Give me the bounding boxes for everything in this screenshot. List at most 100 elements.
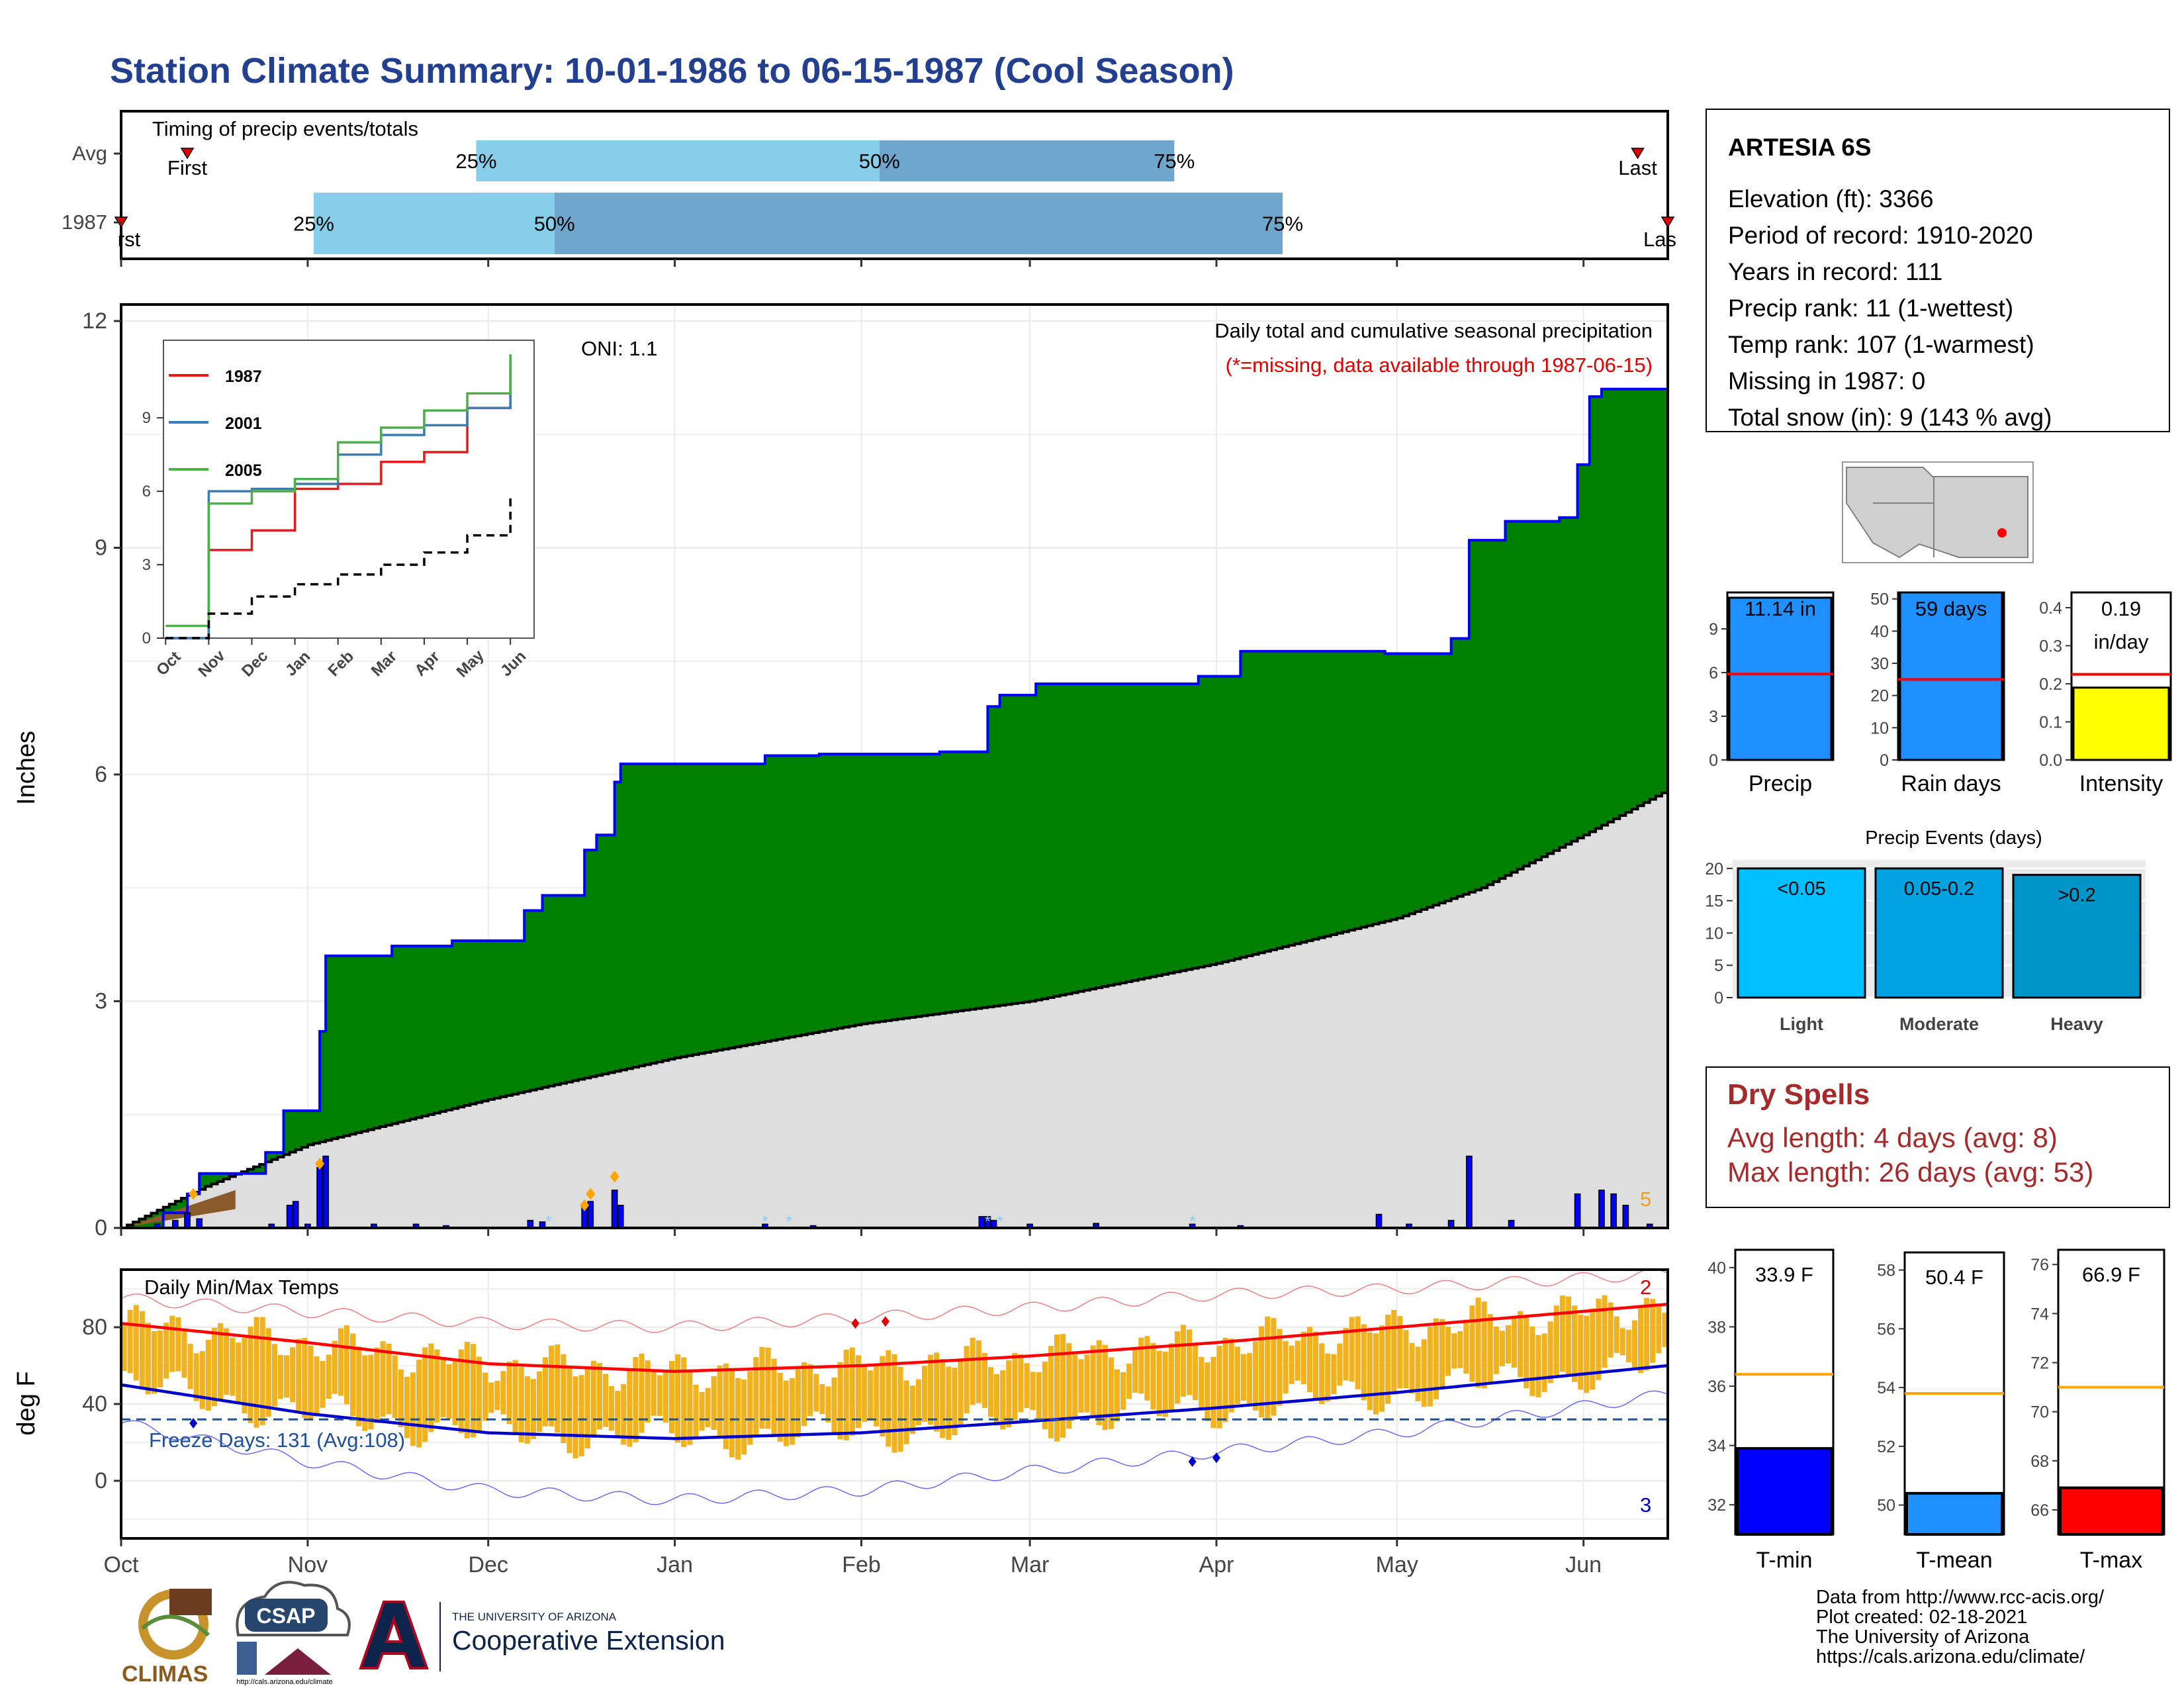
precip-y-axis: 0 3 6 9 12 (82, 308, 1585, 1241)
summary-tick-label: 0 (1709, 751, 1718, 770)
daily-precip-bar (196, 1218, 203, 1229)
timing-ticks (114, 152, 1585, 267)
daily-temp-bar (621, 1383, 627, 1445)
daily-temp-bar (723, 1363, 729, 1450)
missing-note: (*=missing, data available through 1987-… (1226, 353, 1653, 377)
summary-tick-label: 0.3 (2039, 637, 2062, 656)
daily-temp-bar (248, 1326, 253, 1423)
daily-temp-bar (1240, 1354, 1246, 1401)
daily-temp-bar (1547, 1321, 1553, 1383)
y-tick-label: 0 (95, 1215, 107, 1241)
summary-bar (2072, 686, 2170, 761)
legend-label-2005: 2005 (225, 461, 262, 480)
daily-temp-bar (1572, 1305, 1578, 1382)
summary-tick-label: 10 (1870, 719, 1889, 737)
daily-temp-bar (452, 1360, 458, 1425)
record-marker (1212, 1452, 1220, 1464)
daily-temp-bar (711, 1376, 717, 1430)
daily-temp-bar (1499, 1331, 1505, 1366)
daily-temp-bar (1060, 1334, 1066, 1438)
summary-value: 59 days (1915, 597, 1987, 620)
daily-temp-bar (314, 1356, 320, 1417)
daily-temp-bar (464, 1341, 470, 1438)
daily-temp-bar (1144, 1336, 1150, 1401)
credit-line: https://cals.arizona.edu/climate/ (1816, 1646, 2085, 1667)
daily-precip-bar (1622, 1205, 1629, 1229)
events-tick-label: 15 (1705, 892, 1723, 911)
daily-temp-bar (1066, 1343, 1072, 1429)
station-line: Missing in 1987: 0 (1728, 367, 1925, 395)
daily-temp-bar (1367, 1332, 1373, 1411)
daily-temp-bar (1421, 1339, 1427, 1407)
temp-summary-tick-label: 36 (1707, 1378, 1726, 1396)
timing-panel: Timing of precip events/totals Avg 1987 … (62, 110, 1676, 267)
temp-y-tick-label: 40 (82, 1391, 107, 1417)
temp-summary-tick-label: 58 (1877, 1262, 1895, 1280)
daily-temp-bar (1283, 1340, 1289, 1394)
temp-summary-tick-label: 76 (2030, 1256, 2049, 1274)
daily-temp-bar (1162, 1351, 1168, 1417)
summary-tick-label: 9 (1709, 620, 1718, 639)
temp-summary-label: T-min (1756, 1548, 1813, 1573)
snow-marker (315, 1157, 325, 1170)
daily-temp-bar (1306, 1327, 1312, 1393)
daily-temp-bar (837, 1362, 843, 1440)
daily-temp-bar (1445, 1327, 1451, 1376)
climas-logo: CLIMAS (122, 1589, 212, 1687)
daily-temp-bar (1614, 1316, 1619, 1353)
daily-temp-bar (1271, 1318, 1277, 1416)
daily-temp-bar (1638, 1306, 1644, 1374)
daily-temp-bar (1205, 1362, 1210, 1421)
events-category: Heavy (2050, 1014, 2103, 1034)
daily-temp-bar (1650, 1299, 1656, 1363)
station-line: Elevation (ft): 3366 (1728, 185, 1934, 212)
precip-events: Precip Events (days) 05101520<0.05Light0… (1705, 827, 2146, 1034)
daily-temp-bar (199, 1351, 205, 1409)
daily-temp-bar (1078, 1359, 1084, 1413)
daily-temp-bar (163, 1323, 169, 1379)
daily-temp-bar (681, 1357, 687, 1447)
daily-temp-bar (217, 1323, 224, 1400)
daily-temp-bar (897, 1366, 903, 1452)
daily-temp-bar (1355, 1316, 1361, 1389)
daily-temp-bar (903, 1380, 909, 1444)
daily-temp-bar (1132, 1348, 1138, 1393)
daily-temp-bar (1054, 1334, 1060, 1442)
daily-temp-bar (855, 1355, 861, 1429)
summary-bars: 11.14 in 0 3 6 9 Precip 59 days 0 10 20 30 40 50 Rain… (1709, 590, 2172, 796)
x-axis: Oct Nov Dec Jan Feb Mar Apr May Jun (104, 1538, 1602, 1577)
daily-temp-bar (211, 1327, 217, 1407)
ua-logo: THE UNIVERSITY OF ARIZONA Cooperative Ex… (359, 1601, 725, 1671)
daily-temp-bar (1487, 1314, 1493, 1383)
dry-spells-avg: Avg length: 4 days (avg: 8) (1727, 1122, 2058, 1153)
inset-frame (163, 340, 535, 639)
avg-min-line (120, 1364, 1668, 1440)
events-tick-label: 20 (1705, 860, 1723, 878)
page-title: Station Climate Summary: 10-01-1986 to 0… (110, 51, 1234, 91)
record-high-line (120, 1268, 1668, 1333)
daily-temp-bar (1512, 1315, 1518, 1368)
daily-temp-bar (121, 1323, 127, 1372)
daily-temp-bar (1331, 1354, 1337, 1395)
credit-line: The University of Arizona (1816, 1626, 2030, 1648)
daily-temp-bar (1138, 1337, 1144, 1394)
daily-temp-bar (555, 1344, 561, 1433)
daily-precip-bar (1466, 1155, 1473, 1229)
dry-spells-box: Dry Spells Avg length: 4 days (avg: 8) M… (1706, 1066, 2170, 1208)
x-tick-label: Oct (104, 1552, 139, 1577)
dry-spells-title: Dry Spells (1727, 1078, 1870, 1111)
daily-temp-bar (224, 1328, 230, 1395)
daily-temp-bar (470, 1344, 477, 1438)
daily-temp-bar (296, 1338, 302, 1411)
daily-temp-bar (350, 1333, 356, 1417)
precip-panel: * * * * * * 0 3 6 9 12 Inches ONI: 1.1 Daily tota… (13, 303, 1669, 1241)
summary-tick-label: 20 (1870, 687, 1889, 706)
daily-precip-bar (1610, 1193, 1617, 1229)
daily-precip-bar (617, 1205, 624, 1229)
daily-temp-bar (326, 1354, 332, 1399)
daily-temp-bar (1379, 1325, 1385, 1412)
record-high-count: 2 (1640, 1276, 1651, 1299)
ua-a-icon (359, 1601, 429, 1669)
daily-temp-bar (500, 1371, 506, 1415)
daily-temp-bar (921, 1366, 928, 1422)
